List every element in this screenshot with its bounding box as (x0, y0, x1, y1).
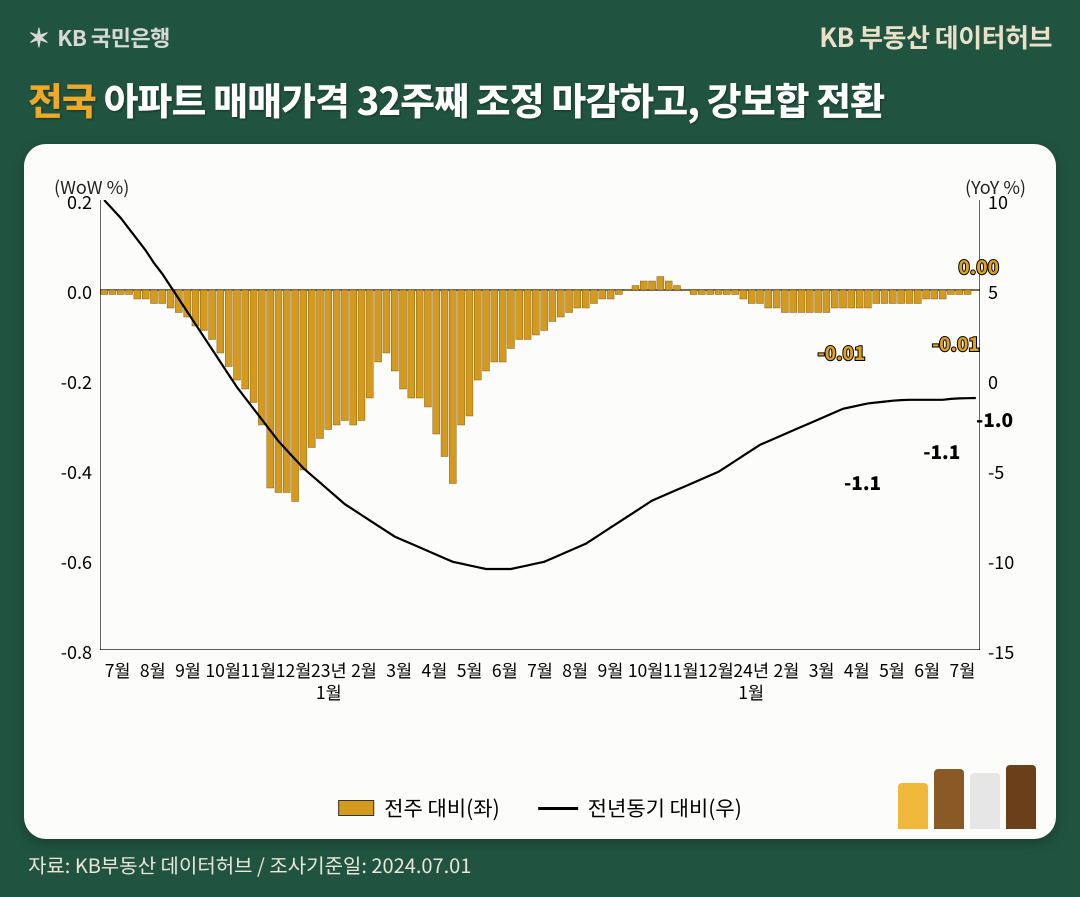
annotation-0.00: 0.00 (958, 253, 999, 280)
source-text: 자료: KB부동산 데이터허브 / 조사기준일: 2024.07.01 (28, 850, 471, 879)
legend: 전주 대비(좌) 전년동기 대비(우) (338, 793, 742, 823)
logo-kb-bank: ✶ KB 국민은행 (28, 18, 170, 55)
legend-bar: 전주 대비(좌) (338, 793, 500, 823)
ytick-right: -5 (988, 459, 1040, 485)
ytick-left: 0.0 (40, 279, 92, 305)
chart-area: (WoW %) (YoY %) 0.20.0-0.2-0.4-0.6-0.8 1… (40, 170, 1040, 710)
xtick: 4월 (421, 658, 447, 683)
xtick: 10월 (628, 658, 664, 683)
title-highlight: 전국 (28, 71, 96, 126)
legend-line-label: 전년동기 대비(우) (588, 793, 742, 823)
xtick: 6월 (492, 658, 518, 683)
annotation--1.1: -1.1 (923, 438, 960, 465)
xtick: 7월 (527, 658, 553, 683)
ytick-right: 5 (988, 279, 1040, 305)
page-title: 전국 아파트 매매가격 32주째 조정 마감하고, 강보합 전환 (0, 63, 1080, 144)
logo-left-text: KB 국민은행 (57, 21, 170, 53)
xticks: 7월8월9월10월11월12월23년1월2월3월4월5월6월7월8월9월10월1… (40, 658, 1040, 718)
xtick: 3월 (386, 658, 412, 683)
ytick-left: 0.2 (40, 189, 92, 215)
ytick-right: 10 (988, 189, 1040, 215)
decor-bars-icon (898, 765, 1036, 829)
legend-line: 전년동기 대비(우) (538, 793, 742, 823)
xtick: 2월 (773, 658, 799, 683)
xtick: 8월 (140, 658, 166, 683)
xtick: 9월 (175, 658, 201, 683)
xtick: 5월 (879, 658, 905, 683)
xtick: 4월 (844, 658, 870, 683)
xtick: 11월 (241, 658, 277, 683)
legend-bar-swatch-icon (338, 800, 374, 816)
plot-svg (100, 200, 980, 650)
xtick-sub: 1월 (316, 680, 342, 705)
header: ✶ KB 국민은행 KB 부동산 데이터허브 (0, 0, 1080, 63)
xtick-sub: 1월 (738, 680, 764, 705)
xtick: 7월 (949, 658, 975, 683)
xtick: 3월 (809, 658, 835, 683)
chart-card: (WoW %) (YoY %) 0.20.0-0.2-0.4-0.6-0.8 1… (24, 144, 1056, 839)
xtick: 7월 (105, 658, 131, 683)
xtick: 5월 (457, 658, 483, 683)
legend-bar-label: 전주 대비(좌) (384, 793, 500, 823)
logo-datahub: KB 부동산 데이터허브 (819, 18, 1052, 55)
ytick-left: -0.2 (40, 369, 92, 395)
ytick-right: -10 (988, 549, 1040, 575)
xtick: 9월 (597, 658, 623, 683)
xtick: 11월 (663, 658, 699, 683)
legend-line-swatch-icon (538, 807, 578, 810)
title-rest: 아파트 매매가격 32주째 조정 마감하고, 강보합 전환 (96, 71, 884, 126)
xtick: 2월 (351, 658, 377, 683)
plot-region (100, 200, 980, 650)
annotation--0.01: -0.01 (818, 339, 866, 366)
xtick: 12월 (698, 658, 734, 683)
xtick: 8월 (562, 658, 588, 683)
ytick-left: -0.6 (40, 549, 92, 575)
annotation--1.0: -1.0 (976, 406, 1013, 433)
xtick: 10월 (205, 658, 241, 683)
ytick-right: 0 (988, 369, 1040, 395)
ytick-left: -0.4 (40, 459, 92, 485)
kb-star-icon: ✶ (28, 18, 49, 55)
xtick: 12월 (276, 658, 312, 683)
annotation--1.1: -1.1 (844, 469, 881, 496)
annotation--0.01: -0.01 (932, 330, 980, 357)
xtick: 6월 (914, 658, 940, 683)
